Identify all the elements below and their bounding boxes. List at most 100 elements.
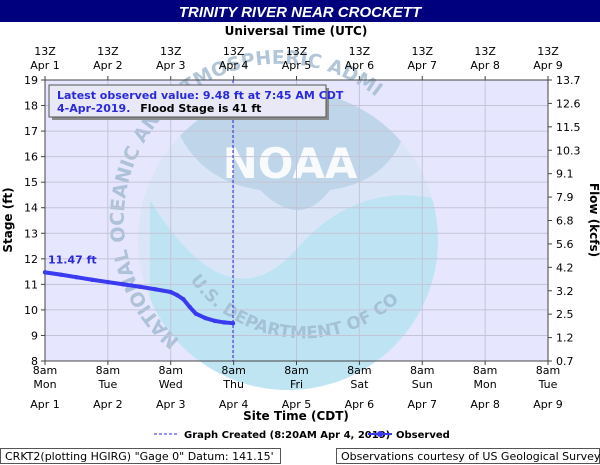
observed-point	[89, 277, 95, 282]
observed-point	[137, 284, 142, 289]
y2-axis-title: Flow (kcfs)	[587, 183, 600, 257]
latest-value-box: Latest observed value: 9.48 ft at 7:45 A…	[48, 84, 344, 120]
x-top-tick-label-utc: 13Z	[97, 45, 119, 58]
observed-point	[105, 279, 111, 285]
y2-tick-label: 4.2	[556, 261, 574, 274]
axes: 8 9 10 11 12 13 14 15 16 17 18 19 0.7 1.2 2.5 3.2 4.2 5.6…	[24, 45, 581, 411]
y-tick-label: 12	[24, 253, 38, 266]
x-tick-label-time: 8am	[221, 364, 245, 377]
x-tick-label-day: Tue	[97, 378, 117, 391]
x-tick-label-date: Apr 2	[93, 398, 123, 411]
observed-point	[121, 282, 126, 287]
x-top-tick-label-utc: 13Z	[474, 45, 496, 58]
x-tick-label-date: Apr 8	[470, 398, 500, 411]
top-axis-title: Universal Time (UTC)	[225, 24, 368, 38]
annotation-box	[48, 84, 327, 118]
y2-tick-label: 3.2	[556, 285, 574, 298]
x-tick-label-time: 8am	[347, 364, 371, 377]
observed-point	[174, 292, 180, 298]
observed-point	[203, 315, 208, 321]
y-tick-label: 15	[24, 176, 38, 189]
legend: Graph Created (8:20AM Apr 4, 2019) Obser…	[154, 430, 450, 441]
observed-point	[187, 304, 192, 310]
footer-datum: CRKT2(plotting HGIRG) "Gage 0" Datum: 14…	[0, 448, 281, 464]
first-value-label: 11.47 ft	[48, 253, 97, 266]
x-tick-label-day: Wed	[159, 378, 183, 391]
x-tick-label-date: Apr 6	[345, 398, 375, 411]
x-tick-label-time: 8am	[96, 364, 120, 377]
observed-point	[42, 270, 48, 275]
x-tick-label-time: 8am	[159, 364, 183, 377]
y2-tick-label: 11.5	[556, 121, 581, 134]
x-tick-label-date: Apr 7	[407, 398, 437, 411]
x-top-tick-label-date: Apr 2	[93, 59, 123, 72]
x-top-tick-label-date: Apr 6	[345, 59, 375, 72]
x-tick-label-date: Apr 1	[30, 398, 60, 411]
x-tick-label-date: Apr 9	[533, 398, 563, 411]
y2-tick-label: 10.3	[556, 144, 581, 157]
observed-point	[152, 287, 158, 292]
y-tick-label: 8	[31, 355, 38, 368]
observed-point	[221, 320, 227, 325]
x-top-tick-label-date: Apr 1	[30, 59, 60, 72]
y2-tick-label: 12.6	[556, 97, 581, 110]
x-tick-label-time: 8am	[284, 364, 308, 377]
x-top-tick-label-date: Apr 9	[533, 59, 563, 72]
annotation-flood-stage: Flood Stage is 41 ft	[140, 102, 261, 115]
y-tick-label: 14	[24, 202, 38, 215]
x-top-tick-label-date: Apr 5	[282, 59, 312, 72]
y-tick-label: 11	[24, 278, 38, 291]
x-top-tick-label-utc: 13Z	[349, 45, 371, 58]
x-axis-title: Site Time (CDT)	[243, 409, 349, 423]
observed-point	[193, 311, 199, 316]
x-top-tick-label-utc: 13Z	[286, 45, 308, 58]
x-tick-label-day: Tue	[538, 378, 558, 391]
series-observed: 11.47 ft	[42, 80, 236, 361]
observed-point	[181, 296, 186, 302]
annotation-line1: Latest observed value: 9.48 ft at 7:45 A…	[57, 89, 344, 102]
y2-tick-label: 1.2	[556, 332, 574, 345]
x-tick-label-day: Sat	[350, 378, 369, 391]
annotation-line2: 4-Apr-2019. Flood Stage is 41 ft	[57, 102, 261, 115]
y2-tick-label: 7.9	[556, 191, 574, 204]
x-top-tick-label-date: Apr 4	[219, 59, 249, 72]
y2-tick-label: 13.7	[556, 74, 581, 87]
y-tick-label: 19	[24, 74, 38, 87]
x-top-tick-label-date: Apr 3	[156, 59, 186, 72]
y2-tick-label: 9.1	[556, 168, 574, 181]
x-top-tick-label-utc: 13Z	[223, 45, 245, 58]
x-tick-label-date: Apr 5	[282, 398, 312, 411]
x-tick-label-date: Apr 4	[219, 398, 249, 411]
x-tick-label-date: Apr 3	[156, 398, 186, 411]
y-axis-title: Stage (ft)	[1, 187, 15, 252]
x-tick-label-day: Mon	[474, 378, 497, 391]
observed-point	[212, 318, 217, 324]
x-tick-label-day: Fri	[290, 378, 303, 391]
x-tick-label-time: 8am	[410, 364, 434, 377]
title-bar	[0, 0, 600, 22]
y2-tick-label: 5.6	[556, 238, 574, 251]
x-top-tick-label-date: Apr 7	[407, 59, 437, 72]
footer-credit: Observations courtesy of US Geological S…	[336, 448, 600, 464]
x-top-tick-label-date: Apr 8	[470, 59, 500, 72]
x-tick-label-day: Mon	[33, 378, 56, 391]
observed-point	[74, 275, 79, 280]
y-tick-label: 13	[24, 227, 38, 240]
legend-observed-label: Observed	[396, 430, 450, 441]
x-tick-label-time: 8am	[536, 364, 560, 377]
noaa-logo-text: NOAA	[223, 139, 358, 188]
y2-tick-label: 6.8	[556, 215, 574, 228]
x-tick-label-day: Sun	[412, 378, 433, 391]
observed-point	[58, 272, 63, 277]
y-tick-label: 17	[24, 125, 38, 138]
x-tick-label-day: Thu	[222, 378, 244, 391]
x-top-tick-label-utc: 13Z	[411, 45, 433, 58]
x-tick-label-time: 8am	[33, 364, 57, 377]
x-top-tick-label-utc: 13Z	[34, 45, 56, 58]
seal-bird-icon	[150, 195, 438, 390]
y-tick-label: 16	[24, 151, 38, 164]
chart-title: TRINITY RIVER NEAR CROCKETT	[179, 4, 423, 21]
x-top-tick-label-utc: 13Z	[160, 45, 182, 58]
annotation-date: 4-Apr-2019.	[57, 102, 130, 115]
